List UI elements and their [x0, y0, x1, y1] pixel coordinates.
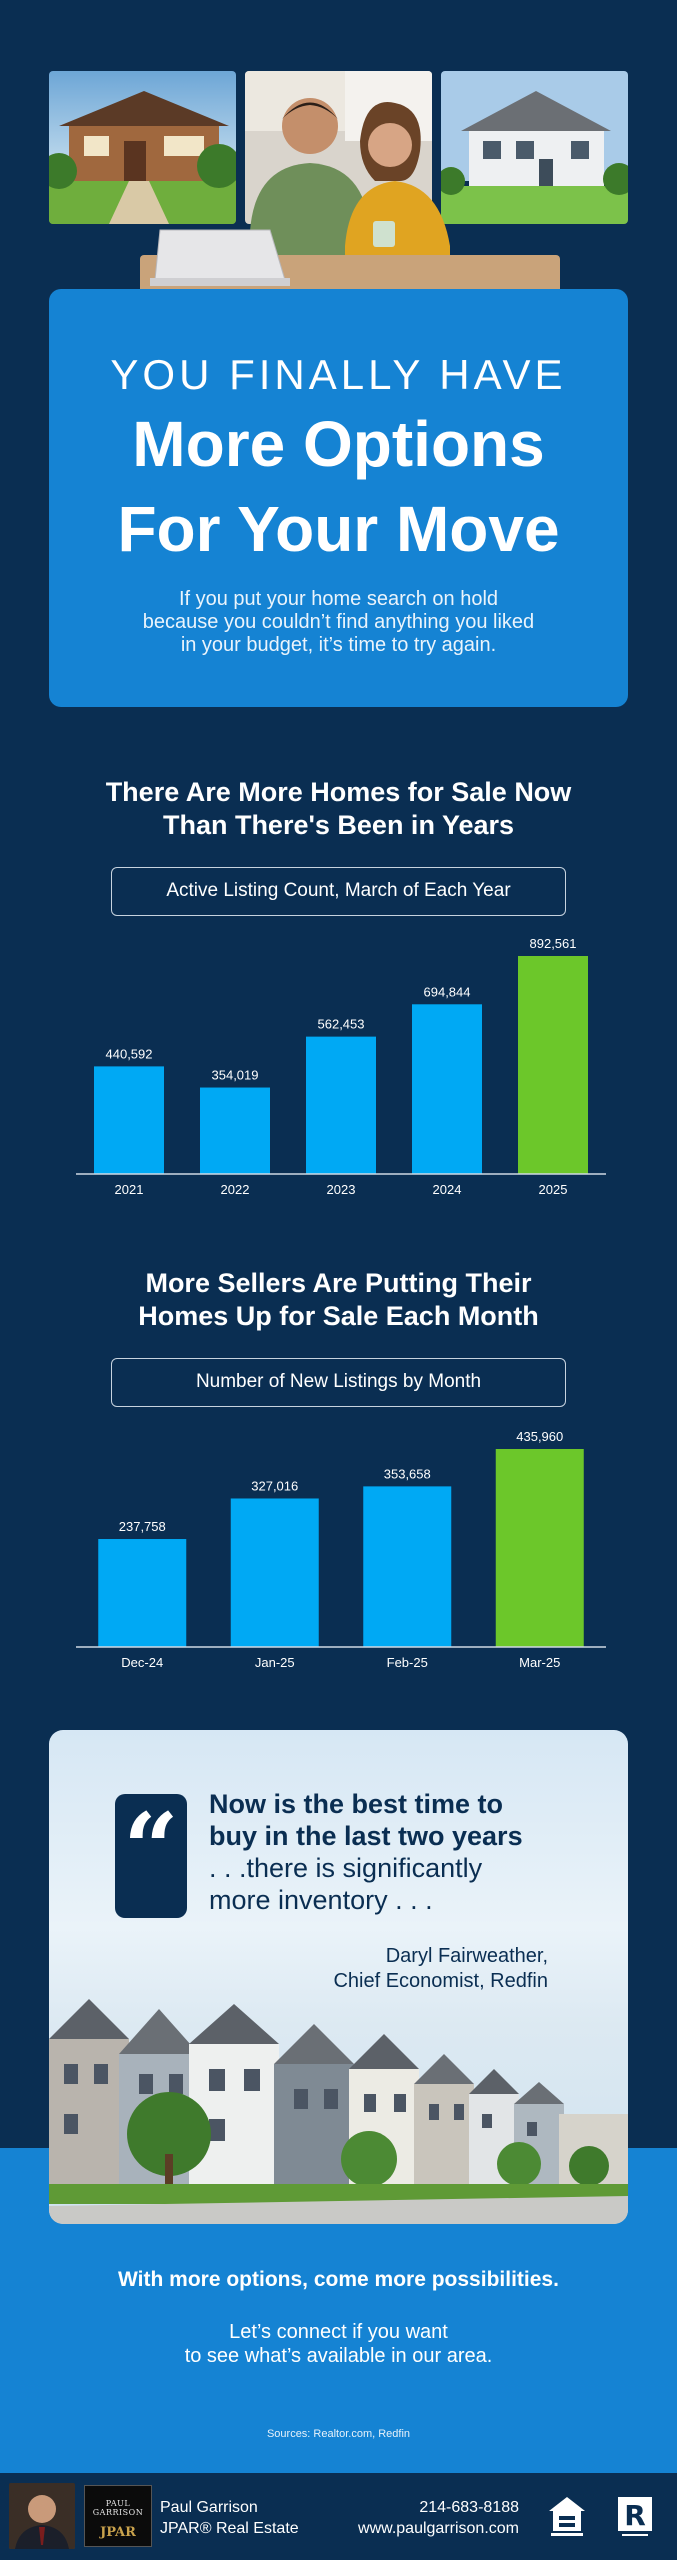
chart-bar-2021 [94, 1066, 164, 1174]
title-headline-line2: For Your Move [117, 493, 560, 565]
chart2-svg: 237,758 Dec-24 327,016 Jan-25 353,658 Feb-25 4… [76, 1429, 606, 1670]
chart-tick-label: 2025 [539, 1182, 568, 1197]
chart-tick-label: Jan-25 [255, 1655, 295, 1670]
section1-heading-line1: There Are More Homes for Sale Now [105, 777, 572, 807]
chart-tick-label: 2022 [221, 1182, 250, 1197]
sources-text: Sources: Realtor.com, Redfin [266, 2428, 411, 2440]
footer: PAUL GARRISON JPAR Paul Garrison JPAR® R… [0, 2473, 677, 2560]
chart1-container: 440,592 2021 354,019 2022 562,453 2023 694,844… [76, 930, 606, 1205]
cta-text: Let’s connect if you want to see what’s … [0, 2320, 677, 2368]
agent-avatar [9, 2483, 75, 2549]
realtor-icon: R [618, 2497, 652, 2536]
chart-bar-2024 [412, 1004, 482, 1174]
quote-bold: Now is the best time to buy in the last … [209, 1788, 609, 1852]
chart-bar-Feb-25 [363, 1486, 452, 1647]
quote-icon: “ [115, 1794, 187, 1918]
laptop-icon [150, 229, 290, 286]
chart2-label: Number of New Listings by Month [111, 1358, 566, 1407]
chart-tick-label: 2021 [115, 1182, 144, 1197]
chart1-svg: 440,592 2021 354,019 2022 562,453 2023 694,844… [76, 936, 606, 1197]
title-subtitle: If you put your home search on hold beca… [142, 588, 535, 656]
cta-headline: With more options, come more possibiliti… [118, 2268, 559, 2291]
quote-card: “ Now is the best time to buy in the las… [49, 1730, 628, 2224]
cta-line2: to see what’s available in our area. [184, 2345, 493, 2367]
chart-data-label: 354,019 [212, 1068, 259, 1083]
chart-data-label: 353,658 [384, 1466, 431, 1481]
title-kicker: YOU FINALLY HAVE [110, 351, 567, 398]
chart-bar-Jan-25 [230, 1498, 319, 1647]
chart-data-label: 892,561 [530, 936, 577, 951]
quote-author: Daryl Fairweather, Chief Economist, Redf… [333, 1944, 548, 1994]
section1-heading: There Are More Homes for Sale Now Than T… [0, 776, 677, 842]
chart-bar-2022 [200, 1087, 270, 1174]
agent-name: Paul Garrison [160, 2499, 258, 2516]
title-headline-line1: More Options [132, 408, 545, 480]
brand-logo: PAUL GARRISON JPAR [84, 2485, 152, 2547]
quote-text: . . .there is significantly more invento… [209, 1852, 609, 1916]
chart-data-label: 694,844 [424, 984, 471, 999]
brand-logo-mark: JPAR [100, 2525, 136, 2540]
house-photo-right [441, 71, 628, 224]
quote-text-line1: . . .there is significantly [209, 1853, 483, 1883]
title-card: YOU FINALLY HAVE More Options For Your M… [49, 289, 628, 707]
quote-author-title: Chief Economist, Redfin [333, 1970, 548, 1992]
chart-tick-label: 2024 [433, 1182, 462, 1197]
chart-bar-Dec-24 [98, 1539, 187, 1647]
agent-phone[interactable]: 214-683-8188 [419, 2499, 519, 2516]
chart-bar-2025 [518, 956, 588, 1174]
chart-bar-2023 [306, 1036, 376, 1174]
cta-line1: Let’s connect if you want [229, 2321, 448, 2343]
agent-company: JPAR® Real Estate [160, 2520, 299, 2537]
section2-heading-line1: More Sellers Are Putting Their [145, 1268, 532, 1298]
chart-bar-Mar-25 [495, 1449, 584, 1647]
quote-text-line2: more inventory . . . [209, 1885, 433, 1915]
quote-bold-line2: buy in the last two years [209, 1821, 523, 1851]
equal-housing-icon [549, 2497, 585, 2536]
chart-data-label: 237,758 [119, 1519, 166, 1534]
svg-text:R: R [624, 2499, 646, 2532]
agent-website[interactable]: www.paulgarrison.com [358, 2520, 519, 2537]
section2-heading-line2: Homes Up for Sale Each Month [138, 1301, 539, 1331]
chart-data-label: 562,453 [318, 1017, 365, 1032]
chart-tick-label: Mar-25 [519, 1655, 560, 1670]
chart-data-label: 440,592 [106, 1046, 153, 1061]
quote-author-name: Daryl Fairweather, [385, 1945, 548, 1967]
chart1-label: Active Listing Count, March of Each Year [111, 867, 566, 916]
chart-tick-label: 2023 [327, 1182, 356, 1197]
house-photo-left [49, 71, 236, 224]
section1-heading-line2: Than There's Been in Years [162, 810, 515, 840]
chart-data-label: 435,960 [516, 1429, 563, 1444]
chart2-container: 237,758 Dec-24 327,016 Jan-25 353,658 Feb-25 4… [76, 1425, 606, 1675]
chart-tick-label: Dec-24 [121, 1655, 163, 1670]
chart-tick-label: Feb-25 [387, 1655, 428, 1670]
quote-bold-line1: Now is the best time to [209, 1789, 504, 1819]
hero-photos [0, 0, 677, 295]
townhouse-illustration [49, 1999, 628, 2224]
section2-heading: More Sellers Are Putting Their Homes Up … [0, 1267, 677, 1333]
brand-logo-name: PAUL GARRISON [92, 2499, 144, 2517]
chart-data-label: 327,016 [251, 1478, 298, 1493]
